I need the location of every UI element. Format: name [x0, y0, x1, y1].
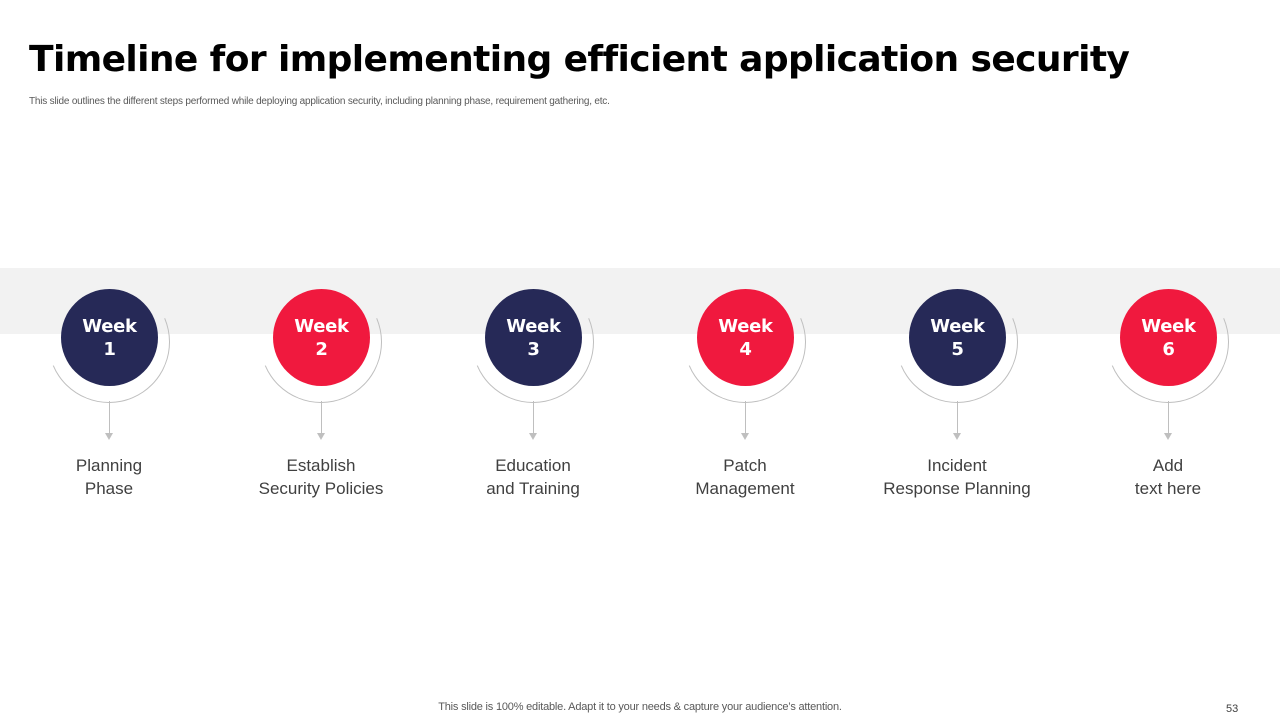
- week-circle: Week 3: [485, 289, 582, 386]
- arrow-down-icon: [953, 433, 961, 440]
- step-label: Education and Training: [433, 454, 633, 500]
- timeline-band: [0, 268, 1280, 334]
- arrow-down-icon: [529, 433, 537, 440]
- timeline-step-week-1: Week 1 Planning Phase: [9, 262, 209, 508]
- step-label-line-2: and Training: [486, 479, 580, 498]
- week-number: 5: [951, 338, 964, 360]
- week-label: Week: [82, 315, 137, 337]
- timeline-step-week-6: Week 6 Add text here: [1068, 262, 1268, 508]
- week-circle: Week 1: [61, 289, 158, 386]
- week-number: 3: [527, 338, 540, 360]
- week-label: Week: [930, 315, 985, 337]
- timeline-step-week-4: Week 4 Patch Management: [645, 262, 845, 508]
- step-connector: [533, 401, 534, 435]
- step-connector: [321, 401, 322, 435]
- week-number: 6: [1162, 338, 1175, 360]
- step-label-line-2: Response Planning: [883, 479, 1031, 498]
- arrow-down-icon: [1164, 433, 1172, 440]
- week-circle: Week 4: [697, 289, 794, 386]
- week-circle: Week 2: [273, 289, 370, 386]
- step-label: Planning Phase: [9, 454, 209, 500]
- page-number: 53: [1226, 703, 1239, 715]
- week-circle: Week 6: [1120, 289, 1217, 386]
- week-label: Week: [506, 315, 561, 337]
- timeline-step-week-3: Week 3 Education and Training: [433, 262, 633, 508]
- arrow-down-icon: [741, 433, 749, 440]
- step-label: Incident Response Planning: [857, 454, 1057, 500]
- week-number: 1: [103, 338, 116, 360]
- slide-title: Timeline for implementing efficient appl…: [29, 39, 1130, 80]
- step-connector: [1168, 401, 1169, 435]
- step-connector: [957, 401, 958, 435]
- week-number: 2: [315, 338, 328, 360]
- step-connector: [109, 401, 110, 435]
- step-label-line-2: Management: [695, 479, 795, 498]
- step-label-line-1: Planning: [75, 456, 143, 475]
- arrow-down-icon: [317, 433, 325, 440]
- step-label-line-1: Education: [495, 456, 571, 475]
- week-label: Week: [718, 315, 773, 337]
- week-label: Week: [294, 315, 349, 337]
- step-label-line-1: Establish: [286, 456, 356, 475]
- step-label: Add text here: [1068, 454, 1268, 500]
- step-label: Patch Management: [645, 454, 845, 500]
- step-label-line-1: Patch: [723, 456, 767, 475]
- week-label: Week: [1141, 315, 1196, 337]
- footer-note: This slide is 100% editable. Adapt it to…: [438, 701, 842, 713]
- arrow-down-icon: [105, 433, 113, 440]
- week-number: 4: [739, 338, 752, 360]
- step-label-line-1: Incident: [927, 456, 987, 475]
- slide-subtitle: This slide outlines the different steps …: [29, 96, 610, 107]
- week-circle: Week 5: [909, 289, 1006, 386]
- step-label-line-2: Security Policies: [258, 479, 384, 498]
- timeline-step-week-5: Week 5 Incident Response Planning: [857, 262, 1057, 508]
- step-label-line-2: Phase: [84, 479, 134, 498]
- timeline-step-week-2: Week 2 Establish Security Policies: [221, 262, 421, 508]
- step-connector: [745, 401, 746, 435]
- step-label-line-2: text here: [1134, 479, 1202, 498]
- step-label: Establish Security Policies: [221, 454, 421, 500]
- step-label-line-1: Add: [1152, 456, 1184, 475]
